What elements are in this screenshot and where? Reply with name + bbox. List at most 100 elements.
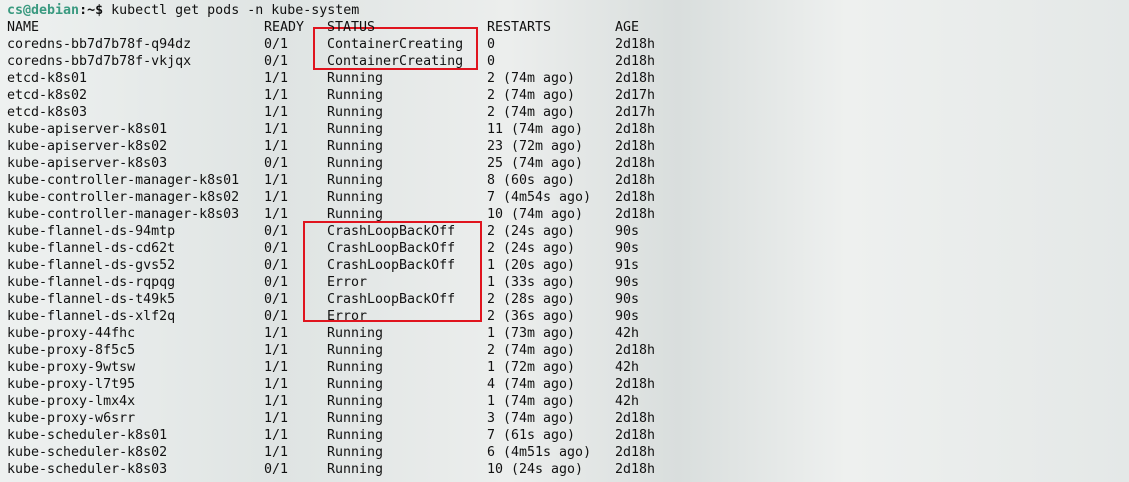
ready: 1/1 [264,428,289,443]
prompt-user: cs@debian [7,3,80,18]
pod-name: kube-proxy-l7t95 [7,377,136,392]
ready: 0/1 [264,241,289,256]
age: 42h [615,326,640,341]
restarts: 11 (74m ago) [487,122,584,137]
ready: 1/1 [264,360,289,375]
status: Running [327,462,384,477]
pod-name: kube-scheduler-k8s01 [7,428,168,443]
status: Error [327,309,368,324]
status: Running [327,156,384,171]
ready: 0/1 [264,224,289,239]
restarts: 2 (74m ago) [487,88,576,103]
column-header: STATUS [327,20,376,35]
restarts: 7 (61s ago) [487,428,576,443]
restarts: 2 (28s ago) [487,292,576,307]
age: 2d18h [615,122,656,137]
age: 2d18h [615,190,656,205]
ready: 1/1 [264,122,289,137]
status: Running [327,360,384,375]
age: 2d18h [615,207,656,222]
age: 2d18h [615,37,656,52]
restarts: 1 (33s ago) [487,275,576,290]
age: 2d18h [615,71,656,86]
age: 2d18h [615,428,656,443]
status: Running [327,88,384,103]
ready: 0/1 [264,462,289,477]
ready: 1/1 [264,71,289,86]
status: Running [327,445,384,460]
column-header: READY [264,20,305,35]
age: 2d18h [615,156,656,171]
restarts: 2 (36s ago) [487,309,576,324]
status: Running [327,377,384,392]
age: 91s [615,258,640,273]
age: 90s [615,275,640,290]
restarts: 1 (20s ago) [487,258,576,273]
ready: 0/1 [264,37,289,52]
ready: 1/1 [264,377,289,392]
ready: 1/1 [264,190,289,205]
status: CrashLoopBackOff [327,292,456,307]
status: ContainerCreating [327,37,464,52]
restarts: 1 (74m ago) [487,394,576,409]
restarts: 3 (74m ago) [487,411,576,426]
ready: 1/1 [264,88,289,103]
ready: 0/1 [264,275,289,290]
restarts: 10 (24s ago) [487,462,584,477]
age: 2d18h [615,173,656,188]
pod-name: kube-proxy-w6srr [7,411,136,426]
ready: 0/1 [264,156,289,171]
age: 2d18h [615,462,656,477]
restarts: 4 (74m ago) [487,377,576,392]
restarts: 0 [487,37,496,52]
age: 90s [615,224,640,239]
ready: 1/1 [264,411,289,426]
column-header: AGE [615,20,640,35]
status: Running [327,394,384,409]
pod-name: etcd-k8s02 [7,88,88,103]
pod-name: coredns-bb7d7b78f-q94dz [7,37,192,52]
age: 2d17h [615,88,656,103]
highlight-box [313,27,478,70]
pod-name: kube-scheduler-k8s02 [7,445,168,460]
age: 2d17h [615,105,656,120]
age: 2d18h [615,411,656,426]
column-header: RESTARTS [487,20,552,35]
age: 2d18h [615,377,656,392]
age: 2d18h [615,445,656,460]
status: Running [327,173,384,188]
pod-name: etcd-k8s01 [7,71,88,86]
status: Running [327,105,384,120]
status: Running [327,207,384,222]
age: 90s [615,241,640,256]
pod-name: kube-proxy-lmx4x [7,394,136,409]
prompt-path: :~$ [79,3,104,18]
age: 2d18h [615,54,656,69]
restarts: 1 (73m ago) [487,326,576,341]
status: Running [327,326,384,341]
highlight-box [303,221,482,322]
ready: 1/1 [264,139,289,154]
status: ContainerCreating [327,54,464,69]
restarts: 2 (24s ago) [487,224,576,239]
column-header: NAME [7,20,40,35]
status: Error [327,275,368,290]
restarts: 2 (24s ago) [487,241,576,256]
ready: 1/1 [264,173,289,188]
pod-name: kube-apiserver-k8s03 [7,156,168,171]
restarts: 23 (72m ago) [487,139,584,154]
prompt-line: cs@debian:~$ kubectl get pods -n kube-sy… [7,2,359,19]
pod-name: kube-apiserver-k8s01 [7,122,168,137]
pod-name: coredns-bb7d7b78f-vkjqx [7,54,192,69]
status: CrashLoopBackOff [327,224,456,239]
ready: 1/1 [264,105,289,120]
prompt-command: kubectl get pods -n kube-system [111,3,360,18]
restarts: 25 (74m ago) [487,156,584,171]
restarts: 2 (74m ago) [487,343,576,358]
pod-name: kube-apiserver-k8s02 [7,139,168,154]
pod-name: kube-proxy-44fhc [7,326,136,341]
pod-name: kube-proxy-9wtsw [7,360,136,375]
status: CrashLoopBackOff [327,241,456,256]
pod-name: kube-flannel-ds-94mtp [7,224,176,239]
